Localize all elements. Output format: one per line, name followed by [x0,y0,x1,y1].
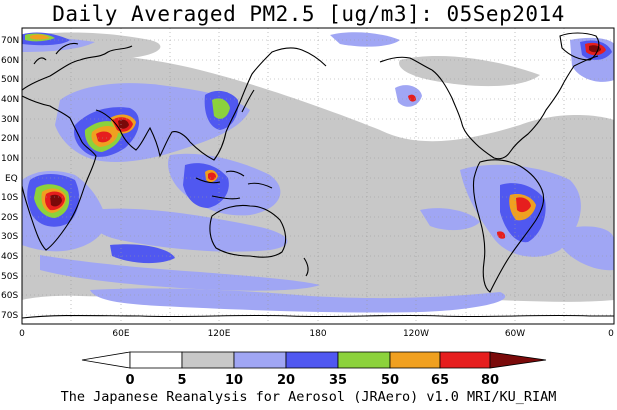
colorbar-segment [81,351,131,369]
lat-label: 10S [1,193,18,203]
colorbar-label: 80 [481,373,499,388]
coast-australia [209,204,287,258]
coast-new-zealand [303,257,309,277]
colorbar-segment [337,351,391,369]
coastlines [22,32,614,319]
colorbar-segment [129,351,183,369]
coast-north-america [431,55,599,160]
lat-label: 60N [1,56,19,66]
pm25-field [22,28,614,324]
map-frame [21,27,615,325]
colorbar-segment [285,351,339,369]
footer-credit: The Japanese Reanalysis for Aerosol (JRA… [60,389,557,405]
lat-label: EQ [5,174,18,184]
colorbar-segment [439,351,491,369]
coast-africa [22,95,97,251]
coast-europe [22,45,133,91]
lat-lon-grid [22,28,614,324]
lon-label: 60W [505,329,525,339]
lat-label: 40N [1,95,19,105]
colorbar-label: 65 [431,373,449,388]
lat-label: 50S [1,272,18,282]
lat-label: 40S [1,252,18,262]
colorbar-label: 5 [177,373,186,388]
lat-label: 70S [1,311,18,321]
lon-label: 120W [403,329,429,339]
coast-south-america [472,159,545,293]
lat-label: 50N [1,75,19,85]
colorbar-label: 0 [125,373,134,388]
lat-label: 20N [1,134,19,144]
coast-arabia-india [95,109,191,158]
lat-label: 30N [1,115,19,125]
colorbar: 0 5 10 20 35 50 65 80 [81,351,547,388]
colorbar-segment [233,351,287,369]
coast-japan [241,89,255,113]
colorbar-segment [489,351,547,369]
colorbar-label: 10 [225,373,243,388]
lon-label: 0 [19,329,25,339]
coast-uk-scandinavia [33,42,79,65]
coast-antarctica [22,314,614,319]
lat-label: 30S [1,232,18,242]
lat-label: 70N [1,36,19,46]
colorbar-label: 35 [329,373,347,388]
lon-label: 0 [608,329,614,339]
coast-greenland [559,32,600,61]
lat-label: 60S [1,291,18,301]
lon-label: 180 [309,329,326,339]
lon-label: 120E [208,329,231,339]
longitude-labels: 0 60E 120E 180 120W 60W 0 [19,329,614,339]
coast-maritime-se-asia [195,170,273,200]
colorbar-segment [389,351,441,369]
colorbar-label: 50 [381,373,399,388]
coast-east-asia [189,47,327,161]
lon-label: 60E [112,329,129,339]
coast-alaska [379,56,433,71]
lat-label: 10N [1,154,19,164]
latitude-labels: 70N 60N 50N 40N 30N 20N 10N EQ 10S 20S 3… [1,36,19,321]
colorbar-label: 20 [277,373,295,388]
map-title: Daily Averaged PM2.5 [ug/m3]: 05Sep2014 [52,2,565,26]
lat-label: 20S [1,213,18,223]
colorbar-segment [181,351,235,369]
